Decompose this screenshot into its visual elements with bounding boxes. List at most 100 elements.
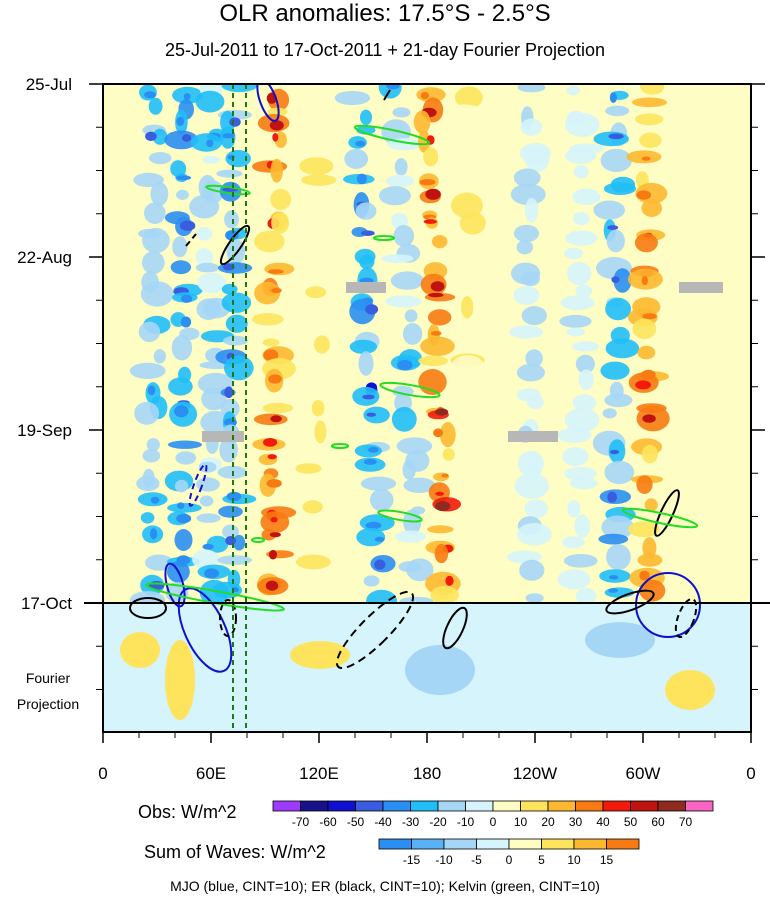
proj-blob <box>405 645 475 695</box>
anomaly-cell <box>600 148 632 172</box>
anomaly-core <box>609 92 618 103</box>
anomaly-cell <box>218 505 243 518</box>
anomaly-cell <box>311 400 325 417</box>
anomaly-cell <box>142 449 161 463</box>
colorbar-label: 10 <box>567 853 581 867</box>
anomaly-core <box>430 331 442 336</box>
missing-data <box>202 282 723 442</box>
anomaly-cell <box>295 554 331 570</box>
kelvin-contour <box>621 507 699 529</box>
anomaly-cell <box>302 500 323 514</box>
anomaly-band <box>507 84 552 603</box>
anomaly-core <box>445 575 454 586</box>
anomaly-cell <box>195 247 213 267</box>
er-contour <box>219 599 237 637</box>
anomaly-cell <box>314 335 330 354</box>
colorbar-swatch <box>355 800 384 812</box>
anomaly-cell <box>642 537 657 559</box>
axes: 0 60E 120E 180 120W 60W 0 25-Jul 22-Aug 19-Sep 17-… <box>17 75 765 783</box>
anomaly-cell <box>404 309 418 323</box>
anomaly-cell <box>564 466 597 481</box>
anomaly-cell <box>524 499 548 519</box>
anomaly-core <box>641 156 651 161</box>
anomaly-cell <box>474 447 495 462</box>
anomaly-cell <box>562 447 589 467</box>
anomaly-band <box>292 90 339 598</box>
anomaly-core <box>609 449 620 455</box>
anomaly-cell <box>170 260 192 275</box>
contour-legend-footer: MJO (blue, CINT=10); ER (black, CINT=10)… <box>170 878 600 894</box>
anomaly-core <box>609 575 619 580</box>
anomaly-cell <box>691 423 706 441</box>
colorbar-label: -60 <box>319 815 337 829</box>
anomaly-core <box>204 568 220 579</box>
anomaly-core <box>386 84 400 90</box>
er-contour <box>605 589 655 615</box>
obs-colorbar-title: Obs: W/m^2 <box>138 802 237 822</box>
anomaly-cell <box>442 448 455 461</box>
anomaly-cell <box>712 402 740 428</box>
anomaly-core <box>174 405 189 418</box>
anomaly-cell <box>134 401 160 425</box>
anomaly-cell <box>606 229 625 253</box>
anomaly-cell <box>396 437 433 455</box>
anomaly-core <box>269 532 281 538</box>
anomaly-cell <box>197 272 227 294</box>
kelvin-contour <box>373 235 395 241</box>
anomaly-core <box>183 93 191 101</box>
anomaly-cell <box>196 513 221 523</box>
anomaly-core <box>636 190 652 200</box>
anomaly-cell <box>299 157 334 176</box>
colorbar-label: 20 <box>541 815 555 829</box>
anomaly-cell <box>402 323 423 345</box>
anomaly-core <box>607 491 617 503</box>
y-tick-label: 25-Jul <box>26 75 72 94</box>
x-tick-label: 60E <box>196 764 226 783</box>
anomaly-cell <box>474 593 506 603</box>
anomaly-cell <box>446 104 482 117</box>
anomaly-core <box>268 269 284 274</box>
anomaly-core <box>206 139 214 148</box>
anomaly-cell <box>379 186 411 206</box>
anomaly-cell <box>142 251 165 275</box>
anomaly-cell <box>146 438 160 452</box>
anomaly-cell <box>715 89 736 105</box>
anomaly-cell <box>521 306 547 326</box>
anomaly-cell <box>293 480 329 501</box>
anomaly-cell <box>270 158 284 183</box>
anomaly-cell <box>225 314 248 333</box>
er-contour <box>442 606 468 650</box>
anomaly-cell <box>198 461 217 473</box>
waves-colorbar-title: Sum of Waves: W/m^2 <box>144 842 326 862</box>
colorbar-label: 50 <box>624 815 638 829</box>
anomaly-cell <box>304 368 339 395</box>
anomaly-cell <box>557 569 591 590</box>
anomaly-core <box>356 173 367 185</box>
anomaly-core <box>181 134 192 142</box>
anomaly-cell <box>314 420 327 444</box>
anomaly-cell <box>381 254 414 263</box>
colorbar-swatch <box>272 800 301 812</box>
colorbar-swatch <box>575 800 604 812</box>
anomaly-cell <box>349 339 378 354</box>
anomaly-cell <box>223 335 248 346</box>
anomaly-cell <box>467 386 488 409</box>
colorbar-swatch <box>685 800 714 812</box>
anomaly-cell <box>392 107 411 118</box>
anomaly-cell <box>575 354 596 374</box>
proj-blob <box>165 640 195 720</box>
anomaly-cell <box>292 531 325 552</box>
anomaly-cell <box>344 148 369 169</box>
anomaly-cell <box>720 505 734 517</box>
anomaly-cell <box>390 271 424 290</box>
anomaly-cell <box>526 395 544 410</box>
anomaly-cell <box>604 460 635 485</box>
anomaly-cell <box>567 500 581 518</box>
anomaly-band <box>413 87 462 603</box>
anomaly-cell <box>525 593 544 603</box>
kelvin-contour <box>353 124 431 146</box>
anomaly-cell <box>386 174 415 188</box>
anomaly-core <box>222 263 235 271</box>
anomaly-cell <box>462 320 494 330</box>
anomaly-cell <box>520 271 540 287</box>
